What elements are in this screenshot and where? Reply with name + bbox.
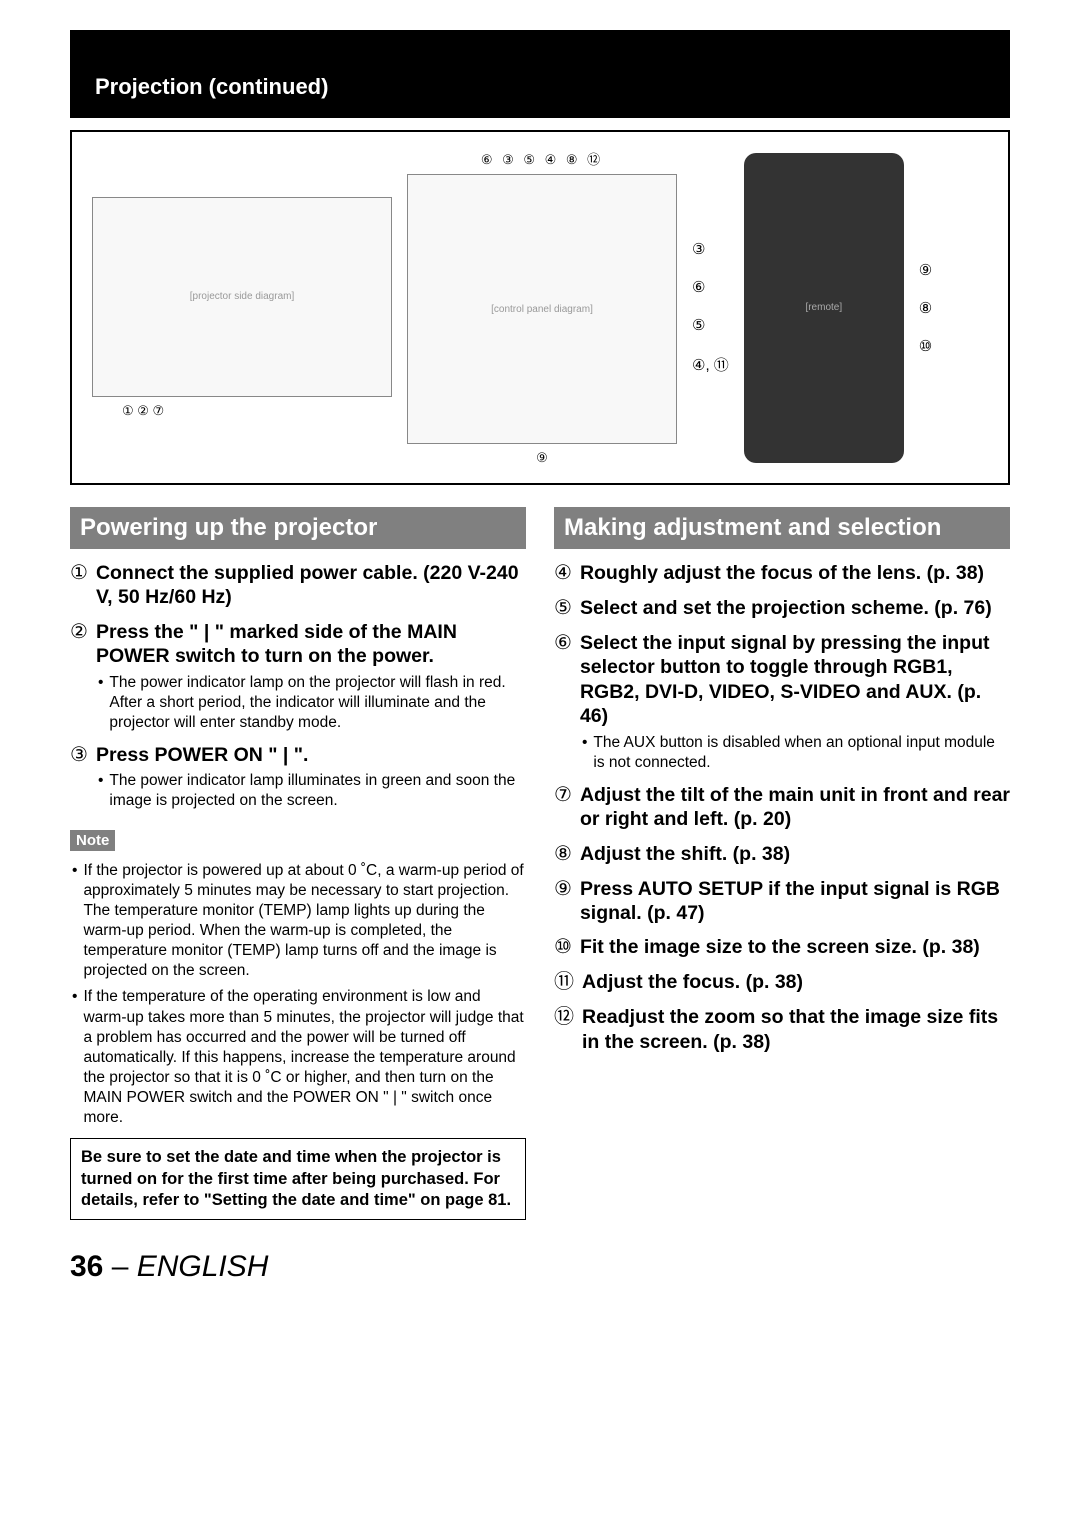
step-10: ⑩ Fit the image size to the screen size.… [554,935,1010,960]
callout-num: ⑤ [692,316,729,334]
callout-num: ④, ⑪ [692,354,729,375]
step-num: ⑩ [554,935,572,960]
step-5: ⑤ Select and set the projection scheme. … [554,596,1010,621]
diagram-labels-right-col: ③ ⑥ ⑤ ④, ⑪ [692,240,729,375]
diagram-remote: [remote] [744,153,904,463]
bullet-dot-icon: • [98,673,103,733]
left-column: Powering up the projector ① Connect the … [70,507,526,1220]
diagram-control-panel: [control panel diagram] [407,174,677,444]
diagram-labels-bottom-center: ⑨ [536,450,548,466]
step-num: ⑦ [554,783,572,832]
step-9: ⑨ Press AUTO SETUP if the input signal i… [554,877,1010,926]
step-title: Connect the supplied power cable. (220 V… [96,561,526,610]
page-number: 36 [70,1250,103,1283]
step-title: Fit the image size to the screen size. (… [580,935,1010,959]
section-title-left: Powering up the projector [70,507,526,549]
step-7: ⑦ Adjust the tilt of the main unit in fr… [554,783,1010,832]
diagram-labels-bottom-left: ① ② ⑦ [92,403,392,419]
step-num: ⑥ [554,631,572,773]
step-4: ④ Roughly adjust the focus of the lens. … [554,561,1010,586]
manual-page: Projection (continued) [projector side d… [0,0,1080,1314]
note-text: If the projector is powered up at about … [83,861,526,982]
step-num: ⑨ [554,877,572,926]
step-bullet: • The power indicator lamp on the projec… [98,673,526,733]
footer-separator: – [103,1250,136,1283]
diagram-labels-top-center: ⑥ ③ ⑤ ④ ⑧ ⑫ [407,149,677,168]
step-num: ⑤ [554,596,572,621]
step-2: ② Press the " | " marked side of the MAI… [70,620,526,733]
step-8: ⑧ Adjust the shift. (p. 38) [554,842,1010,867]
step-title: Select and set the projection scheme. (p… [580,596,1010,620]
step-num: ② [70,620,88,733]
diagram-labels-far-right: ⑨ ⑧ ⑩ [919,261,932,355]
step-12: ⑫ Readjust the zoom so that the image si… [554,1005,1010,1054]
step-num: ① [70,561,88,610]
step-num: ⑪ [554,970,574,995]
bullet-text: The power indicator lamp on the projecto… [109,673,526,733]
content-columns: Powering up the projector ① Connect the … [70,507,1010,1220]
step-3: ③ Press POWER ON " | ". • The power indi… [70,743,526,812]
bullet-text: The power indicator lamp illuminates in … [109,771,526,811]
callout-num: ③ [692,240,729,258]
callout-num: ⑧ [919,299,932,317]
callout-num: ⑨ [919,261,932,279]
step-title: Readjust the zoom so that the image size… [582,1005,1010,1054]
page-header: Projection (continued) [70,30,1010,118]
diagram-placeholder: [control panel diagram] [491,304,593,315]
note-bullet: • If the temperature of the operating en… [72,987,526,1128]
right-column: Making adjustment and selection ④ Roughl… [554,507,1010,1220]
section-title-right: Making adjustment and selection [554,507,1010,549]
step-1: ① Connect the supplied power cable. (220… [70,561,526,610]
step-title: Roughly adjust the focus of the lens. (p… [580,561,1010,585]
step-bullet: • The AUX button is disabled when an opt… [582,733,1010,773]
step-title: Adjust the shift. (p. 38) [580,842,1010,866]
header-title: Projection (continued) [95,74,985,100]
step-num: ④ [554,561,572,586]
bullet-dot-icon: • [72,861,77,982]
step-title: Select the input signal by pressing the … [580,631,1010,729]
boxed-note: Be sure to set the date and time when th… [70,1138,526,1219]
diagram-placeholder: [projector side diagram] [190,291,295,302]
bullet-dot-icon: • [72,987,77,1128]
step-title: Press POWER ON " | ". [96,743,526,767]
callout-num: ⑥ [692,278,729,296]
step-title: Press the " | " marked side of the MAIN … [96,620,526,669]
diagram-container: [projector side diagram] ① ② ⑦ ⑥ ③ ⑤ ④ ⑧… [70,130,1010,485]
step-bullet: • The power indicator lamp illuminates i… [98,771,526,811]
page-language: ENGLISH [137,1250,269,1283]
note-text: If the temperature of the operating envi… [83,987,526,1128]
bullet-dot-icon: • [98,771,103,811]
diagram-projector-side: [projector side diagram] [92,197,392,397]
step-num: ③ [70,743,88,812]
step-title: Adjust the tilt of the main unit in fron… [580,783,1010,832]
bullet-text: The AUX button is disabled when an optio… [593,733,1010,773]
step-11: ⑪ Adjust the focus. (p. 38) [554,970,1010,995]
note-bullet: • If the projector is powered up at abou… [72,861,526,982]
step-num: ⑫ [554,1005,574,1054]
step-title: Press AUTO SETUP if the input signal is … [580,877,1010,926]
step-num: ⑧ [554,842,572,867]
note-label: Note [70,830,115,851]
note-list: • If the projector is powered up at abou… [70,861,526,1129]
step-title: Adjust the focus. (p. 38) [582,970,1010,994]
diagram-placeholder: [remote] [805,302,842,313]
callout-num: ⑩ [919,337,932,355]
step-6: ⑥ Select the input signal by pressing th… [554,631,1010,773]
page-footer: 36 – ENGLISH [70,1250,1010,1284]
bullet-dot-icon: • [582,733,587,773]
